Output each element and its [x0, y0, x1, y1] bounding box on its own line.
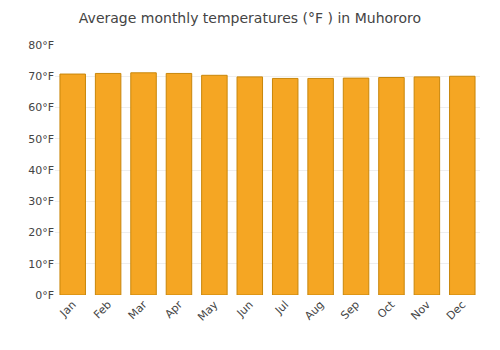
svg-text:Apr: Apr	[162, 298, 185, 321]
svg-text:Jan: Jan	[57, 298, 79, 320]
svg-text:70°F: 70°F	[28, 70, 54, 83]
svg-text:40°F: 40°F	[28, 164, 54, 177]
svg-text:Oct: Oct	[375, 298, 398, 321]
svg-text:30°F: 30°F	[28, 195, 54, 208]
svg-text:80°F: 80°F	[28, 39, 54, 52]
svg-text:10°F: 10°F	[28, 258, 54, 271]
svg-text:Sep: Sep	[338, 298, 362, 322]
svg-text:Dec: Dec	[444, 298, 468, 322]
svg-text:Mar: Mar	[126, 298, 150, 322]
svg-text:Nov: Nov	[409, 298, 434, 323]
svg-text:Jun: Jun	[234, 298, 256, 320]
svg-text:Average monthly temperatures (: Average monthly temperatures (°F ) in Mu…	[79, 10, 421, 26]
svg-text:20°F: 20°F	[28, 226, 54, 239]
svg-text:Feb: Feb	[91, 298, 114, 321]
svg-text:0°F: 0°F	[35, 289, 54, 302]
svg-text:Jul: Jul	[272, 298, 291, 317]
svg-text:50°F: 50°F	[28, 133, 54, 146]
svg-text:Aug: Aug	[302, 298, 326, 322]
svg-text:60°F: 60°F	[28, 101, 54, 114]
svg-text:May: May	[195, 298, 221, 324]
